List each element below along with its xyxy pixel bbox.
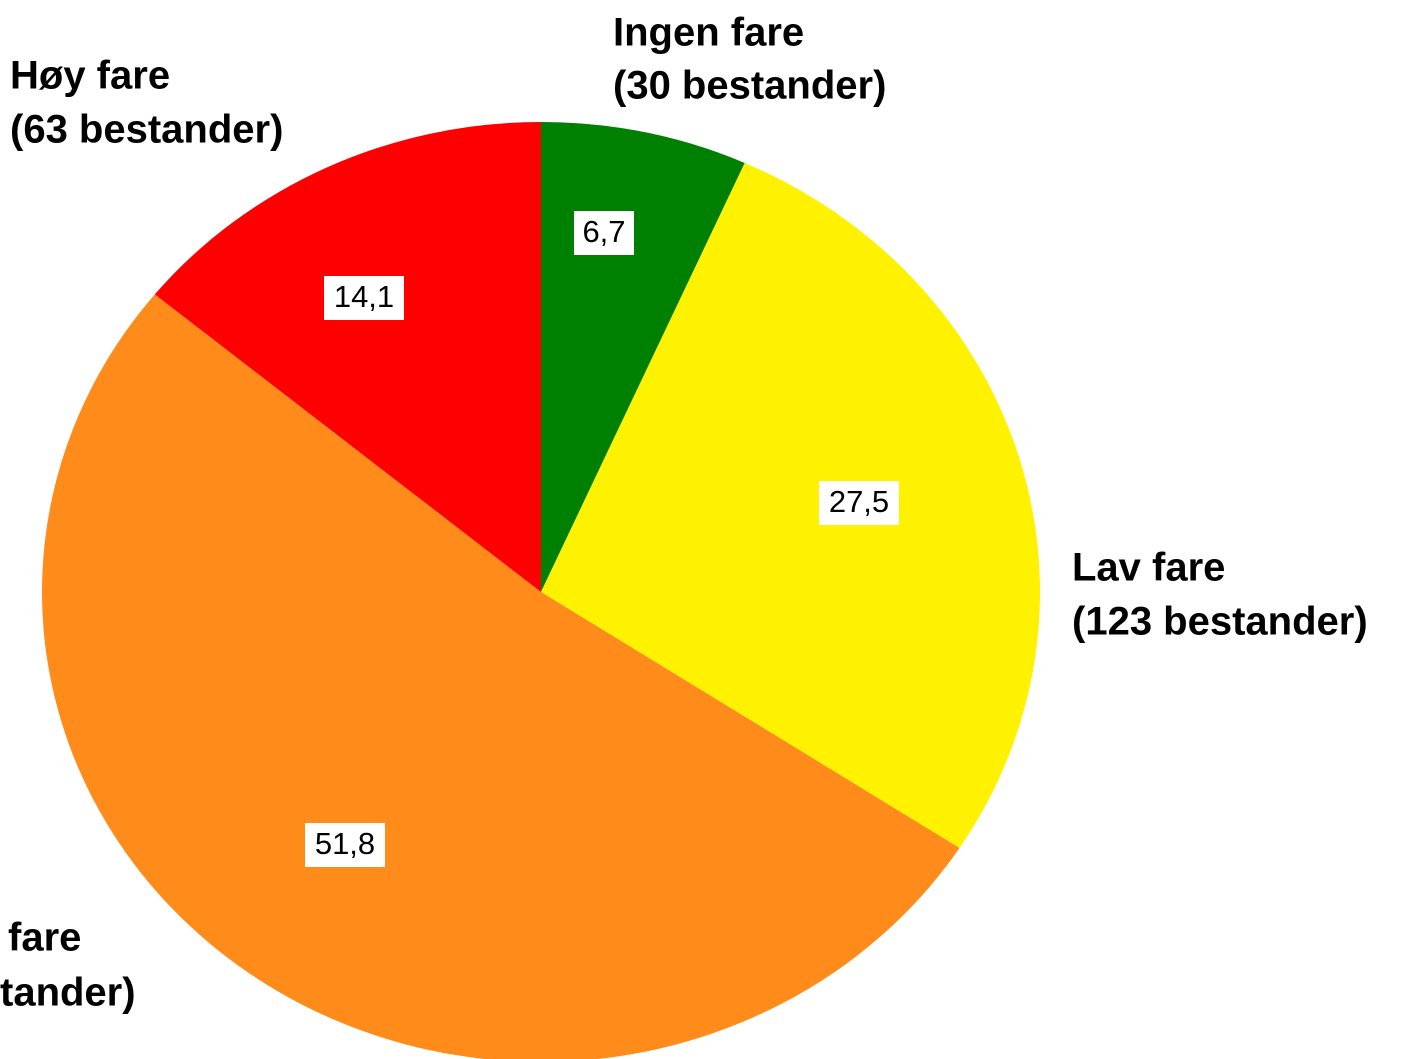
category-label: Høy fare xyxy=(10,54,170,98)
value-label-box xyxy=(305,823,385,867)
category-label: fare xyxy=(8,916,81,960)
category-label: Ingen fare xyxy=(613,11,804,55)
value-label-box xyxy=(819,481,899,525)
value-label: 14,1 xyxy=(334,279,394,314)
category-label: tander) xyxy=(0,971,136,1015)
pie-slice xyxy=(541,162,1040,848)
category-label: (63 bestander) xyxy=(10,108,283,152)
pie-slice xyxy=(154,122,541,592)
value-label: 51,8 xyxy=(315,826,375,861)
category-label: (123 bestander) xyxy=(1072,600,1368,644)
category-label: (30 bestander) xyxy=(613,64,886,108)
value-label-box xyxy=(324,276,404,320)
value-label-box xyxy=(574,211,634,255)
category-label: Lav fare xyxy=(1072,546,1225,590)
value-label: 27,5 xyxy=(829,484,889,519)
value-label: 6,7 xyxy=(582,214,625,249)
pie-slice xyxy=(42,294,960,1059)
